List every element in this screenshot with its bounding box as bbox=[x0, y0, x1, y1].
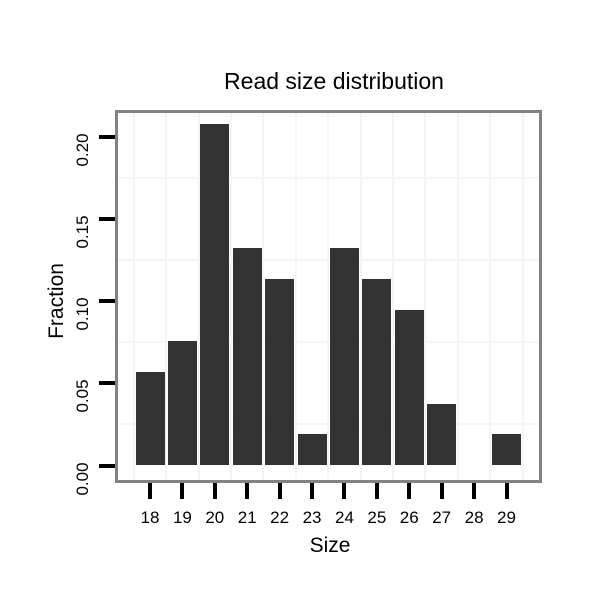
x-tick bbox=[310, 483, 315, 499]
x-tick bbox=[342, 483, 347, 499]
bar-size-21 bbox=[232, 248, 262, 466]
y-axis-title: Fraction bbox=[45, 263, 68, 339]
y-tick-label: 0.05 bbox=[73, 379, 92, 413]
x-tick bbox=[407, 483, 412, 499]
x-tick bbox=[504, 483, 509, 499]
x-tick bbox=[148, 483, 152, 499]
minor-gridline-vertical bbox=[327, 113, 330, 480]
x-tick bbox=[277, 483, 282, 499]
x-tick bbox=[245, 483, 250, 499]
bar-size-26 bbox=[394, 310, 424, 466]
x-tick-label: 27 bbox=[432, 507, 452, 527]
minor-gridline-vertical bbox=[262, 113, 265, 480]
minor-gridline-vertical bbox=[197, 113, 200, 480]
minor-gridline-vertical bbox=[359, 113, 362, 480]
minor-gridline-vertical bbox=[294, 113, 297, 480]
y-tick bbox=[99, 299, 115, 304]
x-tick-label: 25 bbox=[367, 507, 387, 527]
minor-gridline-horizontal bbox=[118, 176, 539, 179]
x-tick-label: 26 bbox=[399, 507, 419, 527]
y-tick-label: 0.15 bbox=[73, 215, 92, 249]
y-tick-label: 0.20 bbox=[73, 133, 92, 167]
bar-size-23 bbox=[297, 434, 327, 466]
y-tick bbox=[99, 463, 115, 468]
x-tick-label: 21 bbox=[237, 507, 257, 527]
x-tick bbox=[374, 483, 379, 499]
bar-size-19 bbox=[167, 341, 197, 466]
bar-size-22 bbox=[265, 279, 295, 466]
x-tick-label: 28 bbox=[464, 507, 484, 527]
minor-gridline-vertical bbox=[230, 113, 233, 480]
x-tick bbox=[472, 483, 477, 499]
y-tick bbox=[99, 216, 115, 221]
x-tick-label: 18 bbox=[140, 507, 160, 527]
chart-title: Read size distribution bbox=[224, 68, 444, 94]
x-tick-label: 20 bbox=[205, 507, 225, 527]
minor-gridline-vertical bbox=[165, 113, 168, 480]
minor-gridline-vertical bbox=[521, 113, 524, 480]
y-tick-label: 0.10 bbox=[73, 297, 92, 331]
minor-gridline-horizontal bbox=[118, 423, 539, 426]
x-tick-label: 19 bbox=[172, 507, 192, 527]
minor-gridline-horizontal bbox=[118, 341, 539, 344]
bar-size-20 bbox=[200, 124, 230, 466]
plot-panel bbox=[115, 110, 542, 483]
bar-size-18 bbox=[135, 372, 165, 466]
bar-size-25 bbox=[362, 279, 392, 466]
x-tick-label: 29 bbox=[497, 507, 516, 527]
minor-gridline-vertical bbox=[132, 113, 135, 480]
minor-gridline-vertical bbox=[456, 113, 459, 480]
x-tick-label: 24 bbox=[334, 507, 354, 527]
x-axis-title: Size bbox=[309, 534, 351, 557]
minor-gridline-vertical bbox=[424, 113, 427, 480]
x-tick-label: 22 bbox=[270, 507, 290, 527]
bar-size-24 bbox=[329, 248, 359, 466]
x-tick bbox=[212, 483, 217, 499]
bar-size-29 bbox=[492, 434, 521, 466]
y-tick bbox=[99, 134, 115, 139]
y-tick-label: 0.00 bbox=[73, 461, 92, 496]
x-tick-label: 23 bbox=[302, 507, 322, 527]
bar-size-27 bbox=[427, 403, 457, 466]
minor-gridline-vertical bbox=[489, 113, 492, 480]
x-tick bbox=[439, 483, 444, 499]
minor-gridline-vertical bbox=[392, 113, 395, 480]
minor-gridline-horizontal bbox=[118, 259, 539, 261]
y-tick bbox=[99, 381, 115, 386]
x-tick bbox=[180, 483, 185, 499]
